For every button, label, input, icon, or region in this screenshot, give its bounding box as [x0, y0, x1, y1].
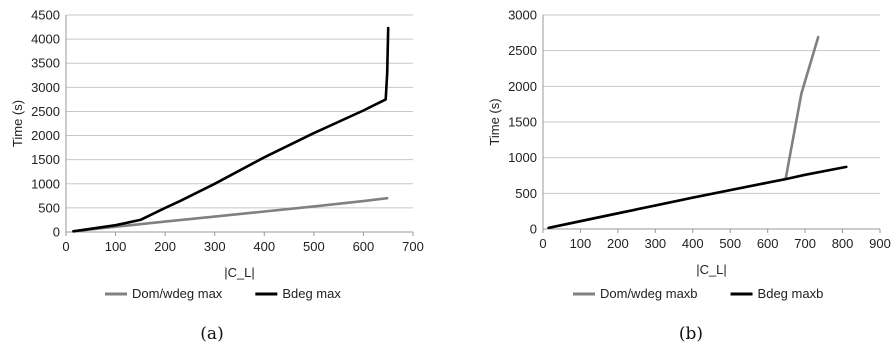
- x-tick-label: 400: [682, 236, 704, 251]
- y-tick-label: 2000: [31, 128, 60, 143]
- x-tick-label: 700: [794, 236, 816, 251]
- x-tick-label: 500: [303, 239, 325, 254]
- y-tick-label: 500: [515, 186, 537, 201]
- x-tick-label: 500: [719, 236, 741, 251]
- x-tick-label: 100: [570, 236, 592, 251]
- x-tick-label: 0: [539, 236, 546, 251]
- y-tick-label: 4000: [31, 32, 60, 47]
- y-tick-label: 4500: [31, 8, 60, 23]
- panel-caption: (a): [200, 324, 223, 344]
- x-tick-label: 0: [62, 239, 69, 254]
- chart-panel-a: 0 500 1000 1500 2000 2500 3000 3500 4000 4500 0 100…: [10, 8, 424, 345]
- y-tick-label: 2500: [508, 43, 537, 58]
- x-axis-label: |C_L|: [696, 262, 727, 277]
- x-tick-label: 400: [253, 239, 275, 254]
- x-tick-label: 100: [105, 239, 127, 254]
- legend-label: Bdeg maxb: [758, 286, 824, 301]
- y-tick-label: 1000: [508, 150, 537, 165]
- y-axis-label: Time (s): [487, 98, 502, 145]
- x-axis-label: |C_L|: [224, 265, 255, 280]
- y-tick-label: 3000: [508, 8, 537, 23]
- chart-panel-b: 0 500 1000 1500 2000 2500 3000 0 100 200 300 400 500…: [487, 8, 891, 345]
- x-tick-label: 700: [402, 239, 424, 254]
- x-tick-label: 600: [353, 239, 375, 254]
- y-tick-label: 1000: [31, 176, 60, 191]
- series-line-bdeg-max: [72, 26, 390, 233]
- legend-label: Bdeg max: [282, 286, 341, 301]
- y-tick-label: 2000: [508, 79, 537, 94]
- y-tick-label: 3500: [31, 56, 60, 71]
- series-line-bdeg-maxb: [547, 165, 848, 230]
- y-tick-label: 0: [530, 222, 537, 237]
- x-tick-label: 900: [869, 236, 891, 251]
- panel-caption: (b): [679, 324, 703, 344]
- series-line-dom-wdeg-max: [72, 196, 389, 233]
- legend-label: Dom/wdeg max: [132, 286, 223, 301]
- y-tick-label: 0: [53, 225, 60, 240]
- x-tick-label: 800: [832, 236, 854, 251]
- y-tick-label: 2500: [31, 104, 60, 119]
- x-tick-label: 600: [757, 236, 779, 251]
- x-tick-label: 200: [154, 239, 176, 254]
- y-tick-label: 1500: [31, 152, 60, 167]
- x-tick-label: 300: [204, 239, 226, 254]
- y-tick-label: 500: [38, 200, 60, 215]
- y-tick-label: 3000: [31, 80, 60, 95]
- y-tick-label: 1500: [508, 115, 537, 130]
- x-tick-label: 200: [607, 236, 629, 251]
- x-tick-label: 300: [644, 236, 666, 251]
- y-axis-label: Time (s): [10, 100, 25, 147]
- legend-label: Dom/wdeg maxb: [600, 286, 698, 301]
